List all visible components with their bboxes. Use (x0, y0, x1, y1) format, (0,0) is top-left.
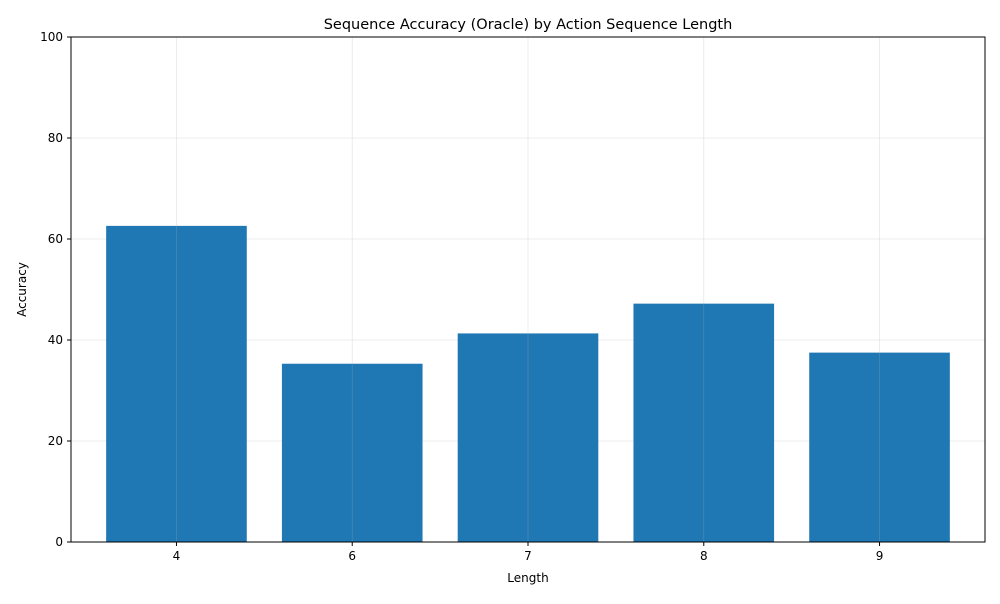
chart-title: Sequence Accuracy (Oracle) by Action Seq… (324, 17, 733, 33)
y-tick-label: 0 (55, 535, 63, 549)
x-tick-label: 4 (173, 549, 181, 563)
y-axis-label: Accuracy (15, 262, 29, 317)
y-axis-ticks: 0 20 40 60 80 100 (40, 30, 71, 549)
x-tick-label: 9 (876, 549, 884, 563)
x-axis-ticks: 4 6 7 8 9 (173, 542, 884, 563)
bar-8 (633, 303, 775, 542)
y-tick-label: 100 (40, 30, 63, 44)
x-tick-label: 8 (700, 549, 708, 563)
bar-9 (809, 352, 950, 542)
bar-4 (106, 225, 247, 542)
y-tick-label: 60 (48, 232, 63, 246)
vertical-grid-layer (176, 37, 880, 542)
y-tick-label: 80 (48, 131, 63, 145)
bars-layer (106, 225, 950, 542)
x-tick-label: 7 (524, 549, 532, 563)
bar-7 (457, 333, 599, 542)
x-tick-label: 6 (348, 549, 356, 563)
y-tick-label: 20 (48, 434, 63, 448)
y-tick-label: 40 (48, 333, 63, 347)
bar-6 (281, 363, 423, 542)
x-axis-label: Length (507, 571, 548, 585)
